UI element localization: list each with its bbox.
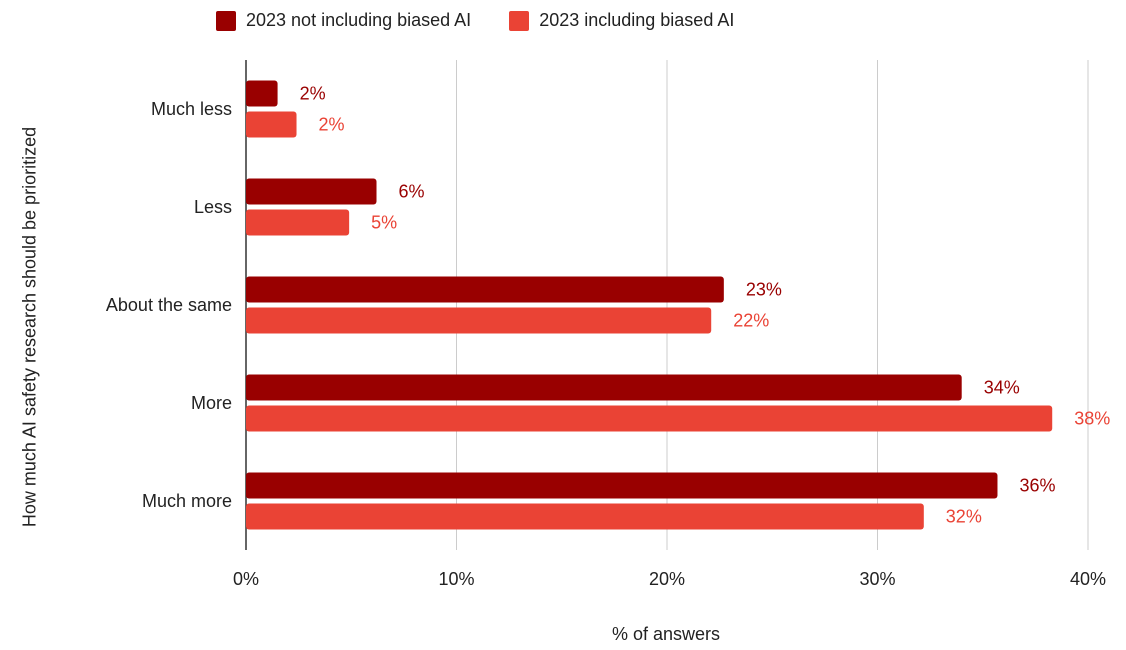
x-tick-label: 10% (438, 569, 474, 589)
x-tick-label: 40% (1070, 569, 1106, 589)
legend-item-series-2: 2023 including biased AI (509, 10, 734, 31)
bar (246, 374, 962, 401)
bar (246, 307, 712, 334)
x-tick-label: 0% (233, 569, 259, 589)
data-label: 6% (399, 182, 425, 202)
data-label: 32% (946, 507, 982, 527)
data-label: 5% (371, 213, 397, 233)
bar (246, 503, 924, 530)
data-label: 23% (746, 280, 782, 300)
data-label: 36% (1019, 476, 1055, 496)
bar (246, 209, 350, 236)
y-tick-label: Much more (142, 491, 232, 511)
data-label: 22% (733, 311, 769, 331)
bar (246, 80, 278, 107)
data-label: 38% (1074, 409, 1110, 429)
data-label: 2% (300, 84, 326, 104)
x-tick-label: 30% (859, 569, 895, 589)
legend-label-series-1: 2023 not including biased AI (246, 10, 472, 30)
data-label: 34% (984, 378, 1020, 398)
legend-swatch-series-2 (509, 10, 530, 31)
legend-label-series-2: 2023 including biased AI (539, 10, 735, 30)
bar (246, 472, 998, 499)
y-tick-label: More (191, 393, 232, 413)
legend: 2023 not including biased AI 2023 includ… (216, 10, 772, 31)
bar (246, 405, 1053, 432)
data-label: 2% (319, 115, 345, 135)
bar (246, 276, 724, 303)
bar (246, 111, 297, 138)
legend-swatch-series-1 (216, 10, 236, 31)
x-axis-title: % of answers (611, 624, 721, 644)
legend-item-series-1: 2023 not including biased AI (216, 10, 471, 31)
y-tick-label: Less (194, 197, 232, 217)
y-tick-label: Much less (151, 99, 232, 119)
bar (246, 178, 377, 205)
y-tick-label: About the same (106, 295, 232, 315)
x-tick-label: 20% (649, 569, 685, 589)
